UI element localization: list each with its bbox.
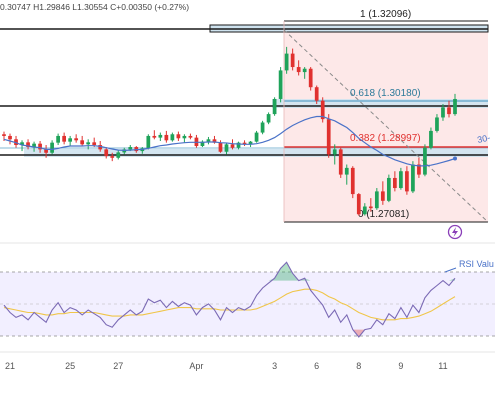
x-tick-label: 6 xyxy=(314,361,319,371)
candle-body xyxy=(200,141,205,147)
candle-body xyxy=(182,135,187,139)
ma-endpoint-dot xyxy=(453,156,457,161)
candle-body xyxy=(242,142,247,145)
candle-body xyxy=(393,177,397,189)
candle-body xyxy=(254,132,259,142)
candle-body xyxy=(326,119,331,155)
candle-body xyxy=(176,134,181,139)
x-tick-label: 27 xyxy=(113,361,123,371)
x-axis: 21 25 27 Apr 3 6 8 9 11 xyxy=(5,361,448,371)
candle-body xyxy=(8,135,12,140)
candle-body xyxy=(435,117,439,131)
candle-body xyxy=(405,171,409,192)
fib-band-low xyxy=(24,149,488,157)
candle-body xyxy=(272,98,277,115)
x-tick-label: 25 xyxy=(65,361,75,371)
fib-label-0382: 0.382 (1.28997) xyxy=(350,133,421,144)
candle-body xyxy=(146,135,151,149)
candle-body xyxy=(386,177,391,201)
candle-body xyxy=(260,122,265,133)
candle-body xyxy=(32,143,36,148)
candle-body xyxy=(362,206,367,215)
candle-body xyxy=(344,167,349,175)
x-tick-label: 11 xyxy=(438,361,447,371)
candle-body xyxy=(56,135,60,143)
candle-body xyxy=(164,134,169,141)
candle-body xyxy=(62,135,66,142)
candle-body xyxy=(110,156,115,158)
candle-body xyxy=(296,67,301,73)
candle-body xyxy=(158,134,163,138)
candle-body xyxy=(170,134,175,141)
candle-body xyxy=(356,194,361,215)
fib-label-0618: 0.618 (1.30180) xyxy=(350,88,421,99)
candle-body xyxy=(212,139,217,143)
candle-body xyxy=(80,140,85,145)
candle-body xyxy=(116,152,121,158)
candle-body xyxy=(50,142,54,153)
candle-body xyxy=(429,130,433,148)
candle-body xyxy=(266,114,271,123)
candle-body xyxy=(338,149,343,175)
candle-body xyxy=(332,149,337,155)
candle-body xyxy=(20,142,24,146)
x-tick-label: 9 xyxy=(398,361,403,371)
candle-body xyxy=(224,144,229,152)
rsi-label: RSI Valu xyxy=(459,259,494,269)
x-tick-label: 8 xyxy=(356,361,361,371)
candle-body xyxy=(308,68,313,88)
candle-body xyxy=(411,164,415,192)
ma-label: 30- xyxy=(476,132,491,144)
ohlc-header: 0.30747 H1.29846 L1.30554 C+0.00350 (+0.… xyxy=(0,2,189,12)
candle-body xyxy=(368,206,373,209)
fib-band-618 xyxy=(272,99,488,108)
candle-body xyxy=(92,142,97,146)
candle-body xyxy=(284,53,289,71)
candle-body xyxy=(128,147,133,150)
candle-body xyxy=(74,138,79,141)
candle-body xyxy=(417,164,421,175)
candle-body xyxy=(68,138,73,142)
candle-body xyxy=(350,167,355,195)
candle-body xyxy=(320,100,325,120)
candle-body xyxy=(380,191,385,201)
x-tick-label: Apr xyxy=(189,361,203,371)
candle-body xyxy=(453,98,457,115)
candle-body xyxy=(26,142,30,148)
fib-label-0: 0 (1.27081) xyxy=(358,209,409,220)
candle-body xyxy=(447,107,451,115)
candle-body xyxy=(236,142,241,148)
candle-body xyxy=(290,53,295,68)
candle-body xyxy=(206,139,211,142)
candle-body xyxy=(278,70,283,99)
candle-body xyxy=(374,191,379,209)
x-tick-label: 3 xyxy=(272,361,277,371)
candle-body xyxy=(2,134,6,136)
candle-body xyxy=(44,149,48,153)
candle-body xyxy=(302,68,307,73)
candle-body xyxy=(314,87,319,101)
candle-body xyxy=(152,135,157,138)
candle-body xyxy=(86,142,91,145)
candle-body xyxy=(134,147,139,152)
candle-body xyxy=(218,142,223,152)
candle-body xyxy=(399,171,403,189)
candles-group xyxy=(2,46,457,216)
candle-body xyxy=(423,147,427,175)
ma-line xyxy=(3,115,456,167)
candle-body xyxy=(98,145,103,150)
rsi-value-arrow xyxy=(444,267,457,273)
x-tick-label: 21 xyxy=(5,361,15,371)
candle-body xyxy=(188,135,193,138)
candle-body xyxy=(104,149,109,157)
rsi-line xyxy=(3,261,456,338)
lightning-icon[interactable] xyxy=(447,224,463,240)
candle-body xyxy=(230,144,235,148)
candle-body xyxy=(248,141,253,145)
candle-body xyxy=(38,143,42,150)
fib-diagonal xyxy=(283,29,489,223)
fib-label-1: 1 (1.32096) xyxy=(360,9,411,20)
candle-body xyxy=(441,107,445,118)
